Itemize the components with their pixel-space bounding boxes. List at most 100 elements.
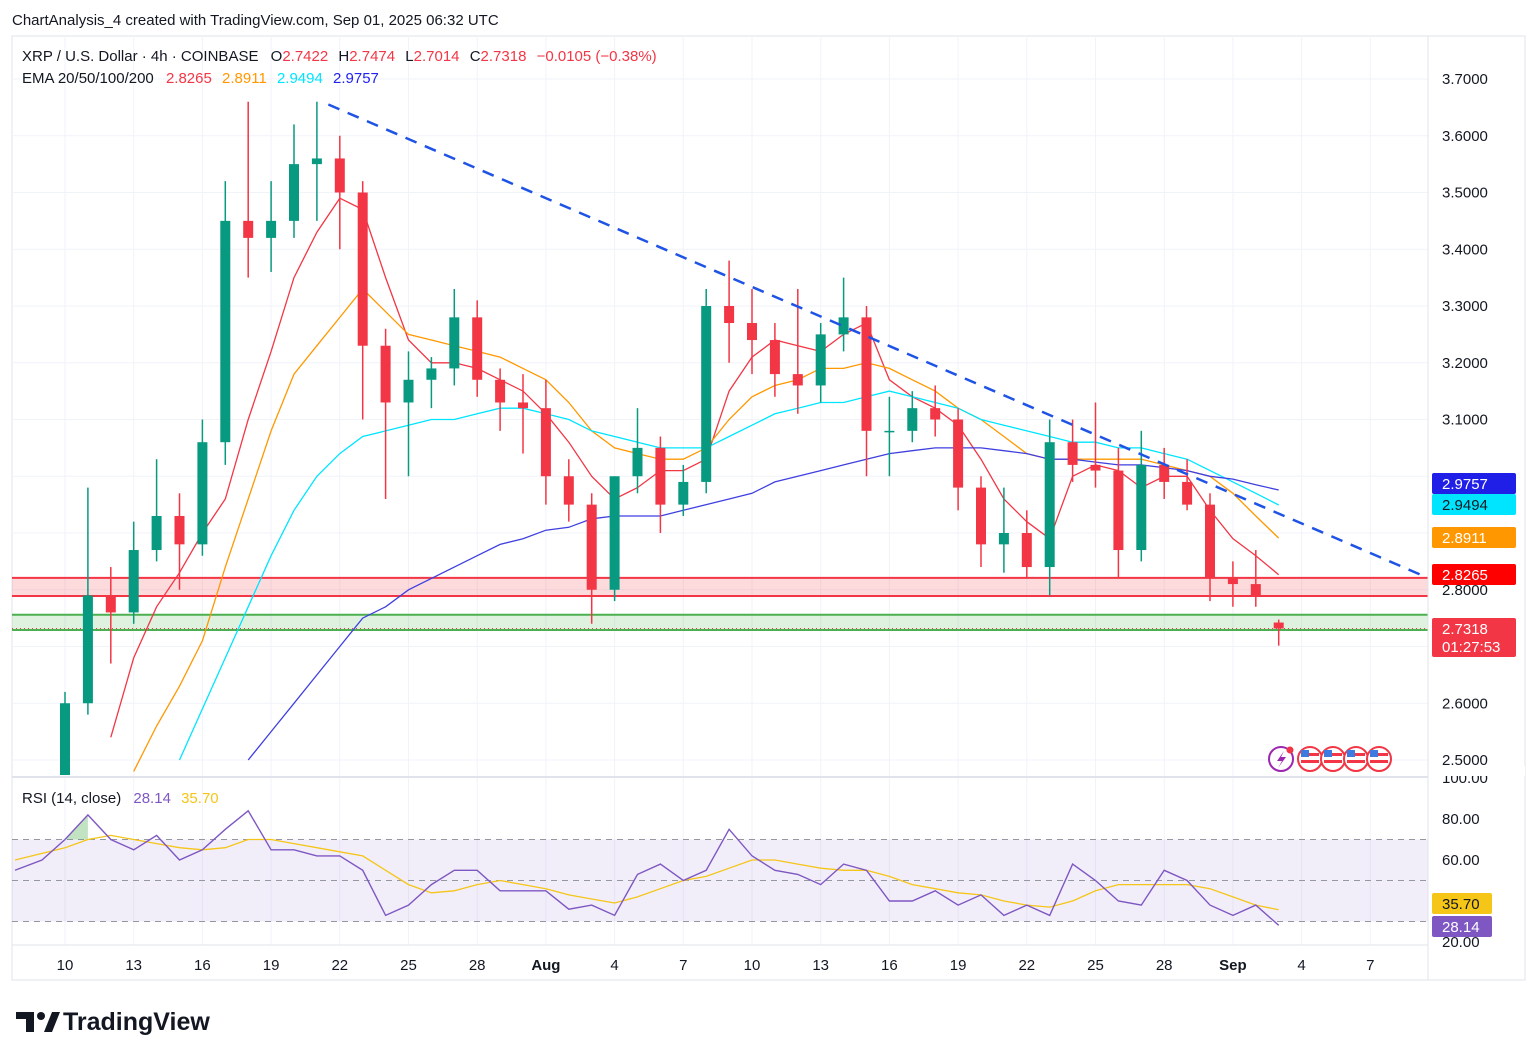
time-axis-label: 4 [1297, 957, 1305, 974]
time-axis-label: 19 [263, 957, 280, 974]
candle [518, 374, 528, 454]
time-axis-label: 13 [125, 957, 142, 974]
flag-stripe [1370, 753, 1388, 756]
candle [174, 493, 185, 590]
candle [792, 288, 803, 414]
candle [632, 408, 643, 494]
flag-stripe [1370, 760, 1388, 763]
time-axis-label: 16 [194, 957, 211, 974]
candle-body [197, 442, 208, 545]
flag-stripe [1347, 760, 1365, 763]
candle [724, 260, 735, 363]
flag-canton [1347, 750, 1355, 757]
bar-countdown: 01:27:53 [1442, 639, 1500, 656]
candle [403, 351, 414, 477]
time-axis-label: 4 [610, 957, 618, 974]
tradingview-logo[interactable]: TradingView [16, 1008, 210, 1036]
candle-body [449, 317, 460, 369]
candles[interactable] [60, 101, 1284, 775]
flag-stripe [1324, 760, 1342, 763]
ema100-tag-text: 2.9494 [1442, 497, 1488, 514]
legend-ema[interactable]: EMA 20/50/100/200 2.8265 2.8911 2.9494 2… [22, 70, 379, 87]
candle-body [1090, 464, 1101, 471]
rsi-ma-tag [1432, 893, 1492, 914]
candle [930, 385, 941, 437]
lightning-event-icon[interactable] [1268, 746, 1294, 772]
ema20-tag-text: 2.8265 [1442, 567, 1488, 584]
candle-body [655, 447, 666, 505]
candle [243, 101, 254, 278]
candle [655, 436, 666, 533]
time-axis-label: 13 [812, 957, 829, 974]
candle-body [678, 481, 689, 505]
candle [540, 379, 551, 505]
candle-body [1067, 442, 1078, 465]
candle-body [884, 430, 895, 433]
us-flag-event-icon[interactable] [1366, 746, 1392, 772]
candle-body [1227, 578, 1238, 585]
candle-body [563, 476, 574, 505]
ema200-tag-text: 2.9757 [1442, 476, 1488, 493]
candle-body [586, 504, 597, 590]
legend-rsi[interactable]: RSI (14, close) 28.14 35.70 [22, 790, 219, 807]
ema50-tag [1432, 527, 1516, 548]
candle [197, 419, 208, 556]
candle [1044, 419, 1055, 596]
time-axis-label: 16 [881, 957, 898, 974]
candle-body [769, 340, 780, 375]
time-axis-label: 22 [331, 957, 348, 974]
price-axis-label: 3.1000 [1442, 412, 1488, 429]
flag-canton [1301, 750, 1309, 757]
candle-body [838, 317, 849, 335]
candle-body [540, 408, 551, 477]
candle [861, 306, 872, 477]
candle-body [495, 379, 506, 403]
price-axis-label: 3.2000 [1442, 355, 1488, 372]
candle-body [266, 220, 277, 238]
candle [289, 124, 299, 238]
rsi-pane[interactable] [12, 809, 1428, 926]
candle-body [311, 158, 322, 165]
time-axis-label: 28 [1156, 957, 1173, 974]
last-price-tag [1432, 618, 1516, 657]
candle-body [1273, 622, 1284, 629]
rsi-ma-tag-text: 35.70 [1442, 896, 1480, 913]
candle-body [1113, 470, 1124, 551]
candle [449, 288, 460, 386]
candle [128, 521, 139, 624]
price-axis-label: 3.5000 [1442, 185, 1488, 202]
time-axis-label: Aug [531, 957, 560, 974]
candle [953, 408, 964, 511]
rsi-tag [1432, 916, 1492, 937]
candle-body [174, 515, 185, 545]
ema-200-line [247, 447, 1279, 761]
candle-body [976, 487, 986, 545]
candle [472, 300, 483, 397]
trendline[interactable] [327, 103, 1429, 579]
candle [701, 288, 712, 494]
time-axis-label: 7 [1366, 957, 1374, 974]
flag-stripe [1301, 753, 1319, 756]
candle [60, 691, 70, 775]
candle [1136, 430, 1147, 562]
candle [105, 567, 116, 664]
rsi-axis-label: 80.00 [1442, 811, 1480, 828]
time-axis-label: 28 [469, 957, 486, 974]
candle [266, 181, 277, 272]
flag-canton [1324, 750, 1332, 757]
rsi-axis-label: 60.00 [1442, 852, 1480, 869]
resistance-zone [12, 577, 1428, 596]
flag-stripe [1324, 753, 1342, 756]
candle-body [747, 323, 757, 341]
candle-body [518, 402, 528, 409]
candle-body [334, 158, 345, 193]
candle [884, 396, 895, 477]
events[interactable] [1268, 746, 1392, 772]
us-flag-event-icon[interactable] [1320, 746, 1346, 772]
candle-body [472, 317, 483, 380]
us-flag-event-icon[interactable] [1297, 746, 1323, 772]
axes[interactable]: 3.7000 3.6000 3.5000 3.4000 3.3000 3.2000 3.10… [57, 71, 1525, 974]
us-flag-event-icon[interactable] [1343, 746, 1369, 772]
candle-body [632, 447, 643, 477]
